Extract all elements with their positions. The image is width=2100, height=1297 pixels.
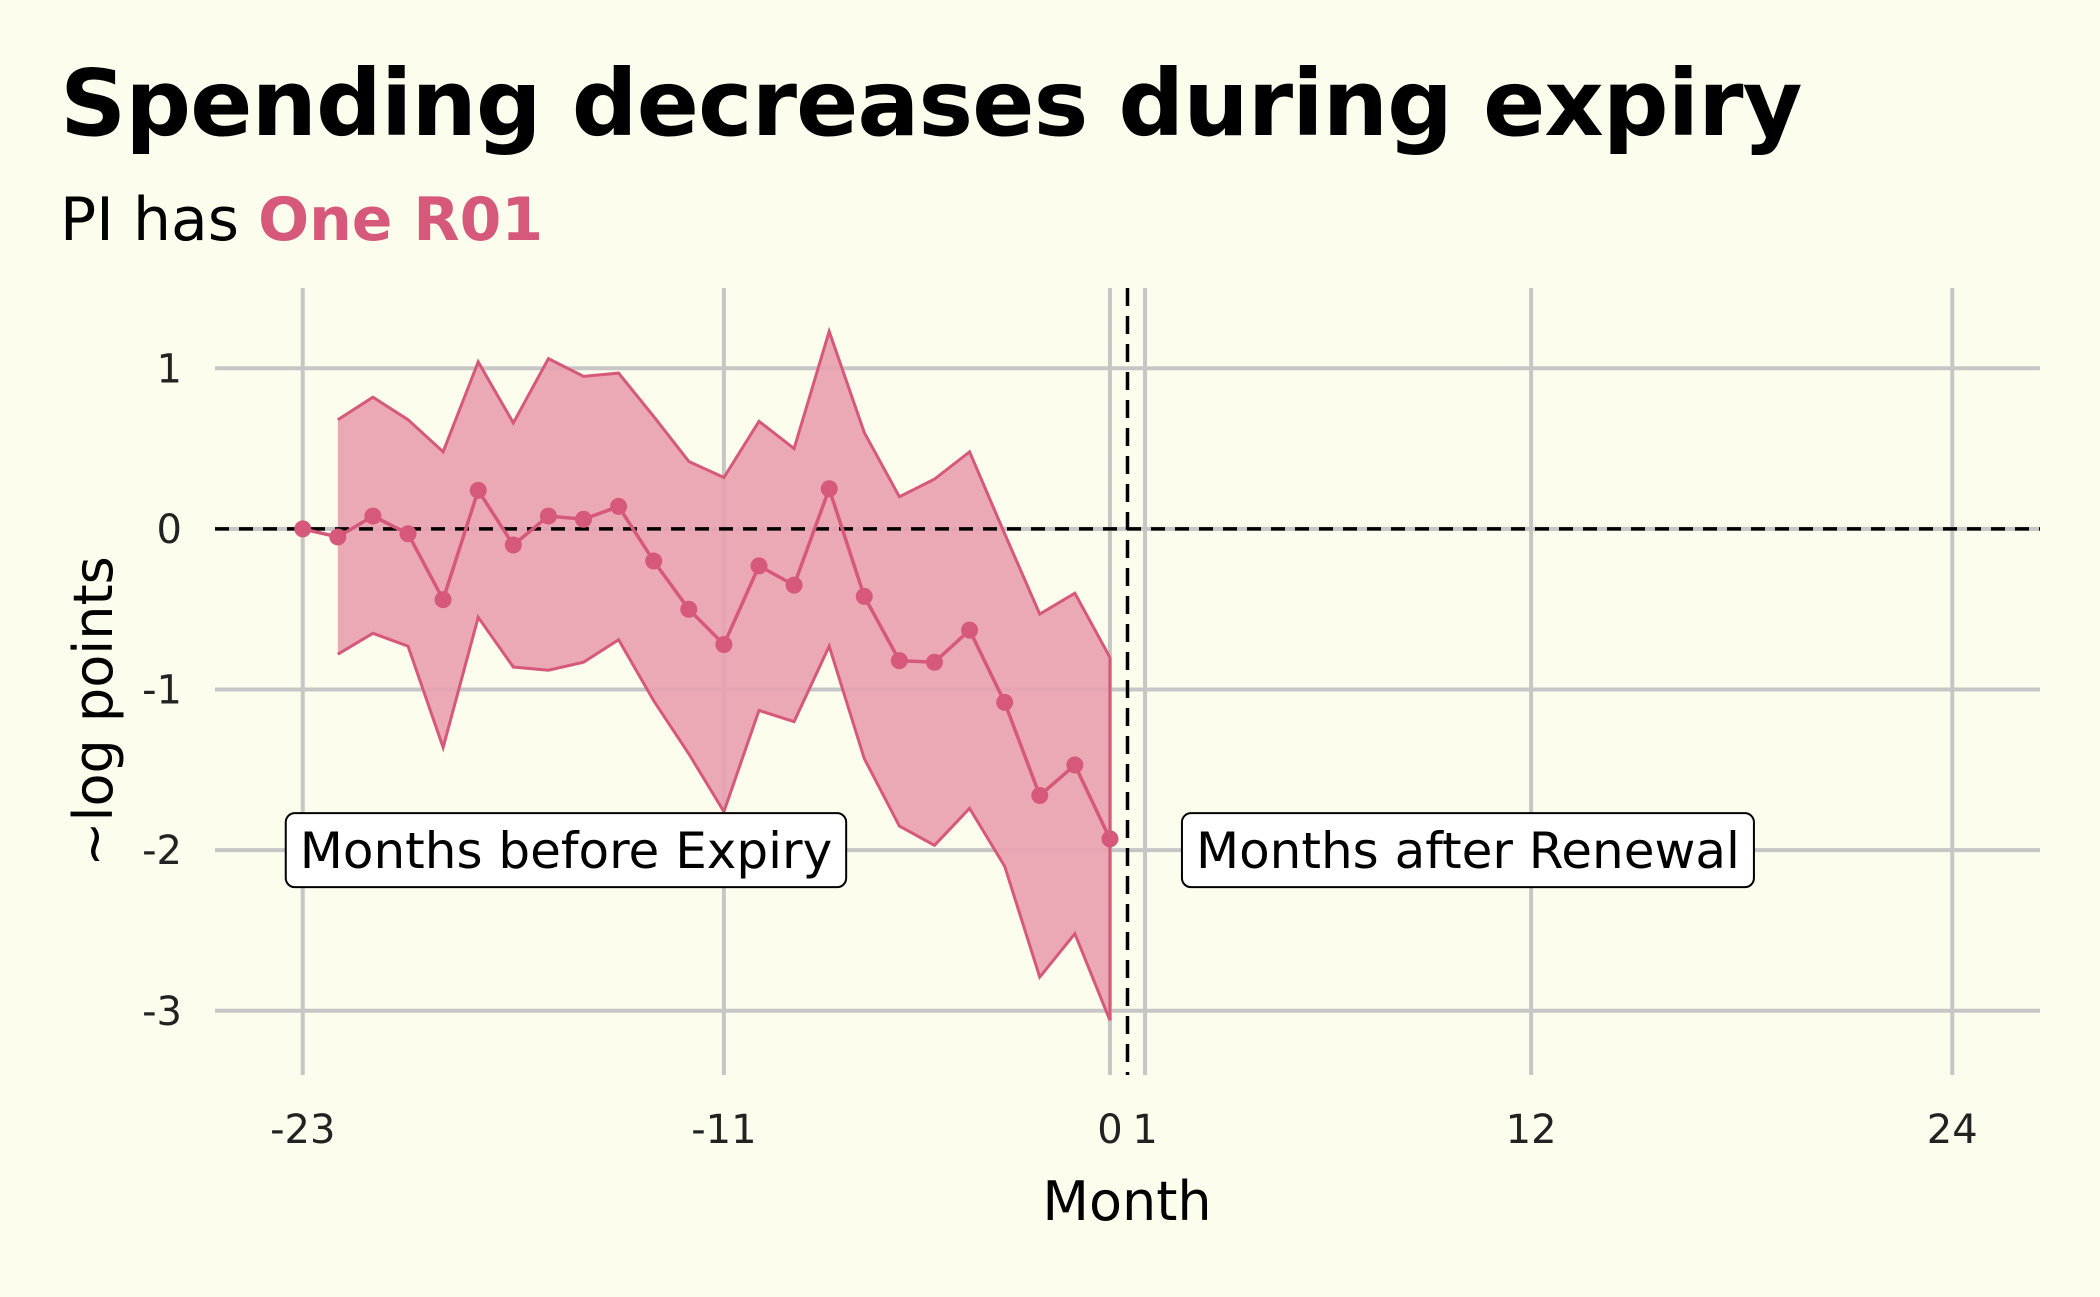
- series-line: [294, 480, 1119, 848]
- data-point: [820, 480, 838, 498]
- data-point: [434, 591, 452, 609]
- band-upper-edge: [337, 326, 1112, 659]
- data-point: [855, 587, 873, 605]
- x-tick-label: 12: [1506, 1107, 1557, 1153]
- data-point: [925, 653, 943, 671]
- data-point: [645, 552, 663, 570]
- data-point: [785, 576, 803, 594]
- data-point: [750, 557, 768, 575]
- data-point: [539, 507, 557, 525]
- data-point: [364, 507, 382, 525]
- y-tick-label: -3: [142, 989, 182, 1035]
- annotation-label: Months before Expiry: [284, 812, 848, 889]
- annotations: Months before Expiry Months after Renewal: [284, 812, 1755, 889]
- y-axis-title: ~log points: [62, 556, 125, 867]
- data-point: [1101, 830, 1119, 848]
- subtitle-prefix: PI has: [60, 185, 259, 255]
- data-point: [715, 636, 733, 654]
- chart-title: Spending decreases during expiry: [60, 50, 1802, 157]
- y-tick-label: -1: [142, 668, 182, 714]
- x-axis-title: Month: [1042, 1170, 1211, 1233]
- data-point: [294, 520, 312, 538]
- confidence-band-area: [337, 331, 1110, 1021]
- data-point: [890, 652, 908, 670]
- estimate-line: [302, 483, 1112, 840]
- annotation-box: [284, 812, 848, 889]
- data-point: [399, 525, 417, 543]
- data-point: [610, 497, 628, 515]
- annotation-box: [1180, 812, 1755, 889]
- x-tick-label: -23: [270, 1107, 335, 1153]
- subtitle-highlight: One R01: [258, 185, 544, 255]
- data-point: [961, 621, 979, 639]
- data-point: [680, 600, 698, 618]
- band-lower-edge: [337, 613, 1112, 1021]
- chart-subtitle: PI has One R01: [60, 185, 543, 255]
- y-tick-label: 0: [157, 507, 182, 553]
- data-point: [1031, 787, 1049, 805]
- x-tick-label: 24: [1927, 1107, 1978, 1153]
- x-tick-label: 0: [1097, 1107, 1122, 1153]
- data-point: [1066, 756, 1084, 774]
- reference-lines: [215, 288, 2040, 1075]
- x-tick-label: 1: [1132, 1107, 1157, 1153]
- data-point: [575, 510, 593, 528]
- y-tick-label: 1: [157, 346, 182, 392]
- annotation-text: Months before Expiry: [300, 822, 832, 880]
- data-point: [504, 536, 522, 554]
- x-tick-label: -11: [691, 1107, 756, 1153]
- data-point: [329, 528, 347, 546]
- data-point: [469, 481, 487, 499]
- y-tick-label: -2: [142, 828, 182, 874]
- annotation-text: Months after Renewal: [1196, 822, 1740, 880]
- annotation-label: Months after Renewal: [1180, 812, 1755, 889]
- data-point: [996, 693, 1014, 711]
